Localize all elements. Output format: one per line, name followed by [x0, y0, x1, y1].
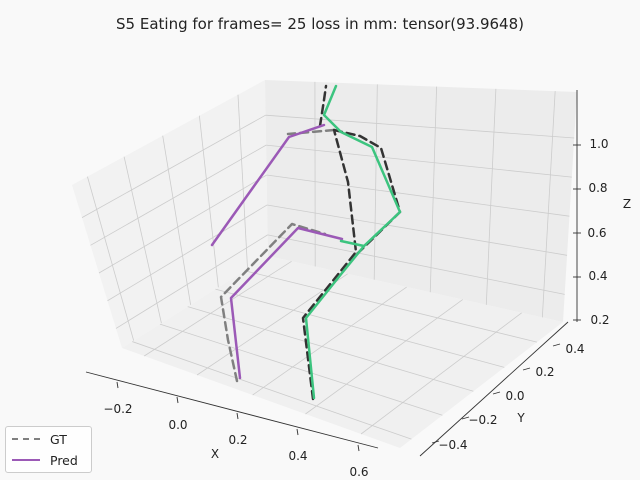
z-tick-label: 0.6	[587, 226, 606, 240]
legend-swatch-pred	[12, 459, 40, 461]
y-tick-label: −0.4	[438, 438, 467, 452]
y-axis-label: Y	[516, 411, 525, 425]
legend-item-gt: GT	[12, 431, 67, 447]
pred-skeleton	[210, 84, 402, 400]
grid-line	[373, 84, 378, 280]
pred-spine-right-arm	[322, 84, 402, 248]
back-pane-left	[72, 80, 268, 348]
y-tick-label: 0.2	[535, 365, 554, 379]
legend: GT Pred	[5, 426, 92, 473]
grid-line	[215, 288, 505, 368]
gt-neck-head	[318, 84, 328, 128]
grid-line	[485, 88, 497, 305]
grid-line	[266, 144, 572, 178]
grid-line	[87, 176, 135, 341]
x-axis-line	[85, 371, 379, 449]
z-tick-label: 0.2	[590, 313, 609, 327]
y-tick-label: −0.2	[468, 413, 497, 427]
grid-line	[265, 114, 575, 139]
grid-line	[123, 156, 162, 324]
pred-left-arm	[210, 123, 326, 247]
grid-line	[541, 91, 556, 318]
grid-line	[360, 312, 522, 435]
grid-line	[81, 114, 266, 218]
grid-line	[162, 135, 192, 305]
grid-line	[107, 204, 268, 302]
x-tick-mark	[357, 444, 360, 452]
grid-lines	[81, 81, 575, 440]
pred-left-leg	[229, 226, 344, 380]
back-pane-right	[265, 80, 577, 322]
y-tick-label: 0.0	[505, 389, 524, 403]
y-tick-mark	[522, 367, 531, 371]
legend-item-pred: Pred	[12, 452, 78, 468]
grid-line	[237, 94, 248, 269]
z-tick-label: 0.8	[588, 181, 607, 195]
grid-line	[305, 299, 463, 415]
x-tick-label: 0.2	[228, 433, 247, 447]
x-tick-label: 0.0	[168, 418, 187, 432]
grid-line	[187, 306, 474, 392]
z-axis-label: Z	[623, 197, 631, 211]
y-tick-mark	[492, 391, 501, 395]
x-tick-mark	[296, 428, 299, 436]
axes	[85, 90, 581, 457]
grid-line	[266, 174, 570, 217]
gt-right-leg-spine	[301, 128, 358, 401]
gt-left-shoulder	[286, 128, 336, 136]
legend-label-gt: GT	[50, 431, 67, 447]
gt-left-leg	[219, 222, 327, 383]
grid-line	[132, 341, 412, 440]
grid-line	[267, 234, 565, 295]
grid-line	[267, 204, 568, 256]
pred-right-leg	[304, 239, 366, 400]
chart-title: S5 Eating for frames= 25 loss in mm: ten…	[116, 15, 524, 33]
grid-line	[244, 270, 538, 343]
y-tick-mark	[461, 416, 470, 420]
z-tick-label: 0.4	[588, 269, 607, 283]
z-tick-label: 1.0	[589, 137, 608, 151]
grid-line	[198, 115, 219, 288]
grid-line	[90, 144, 267, 246]
x-tick-label: −0.2	[103, 402, 132, 416]
legend-swatch-gt	[12, 438, 40, 440]
x-tick-mark	[236, 412, 239, 420]
y-axis-line	[419, 321, 569, 457]
grid-line	[144, 260, 292, 357]
y-tick-label: 0.4	[565, 342, 584, 356]
grid-line	[115, 234, 268, 329]
x-tick-mark	[176, 396, 179, 404]
grid-line	[98, 174, 267, 274]
grid-line	[429, 86, 437, 293]
legend-label-pred: Pred	[50, 452, 78, 468]
x-axis-label: X	[211, 447, 219, 461]
grid-line	[196, 273, 348, 376]
grid-line	[159, 323, 443, 416]
grid-line	[252, 286, 407, 396]
x-tick-mark	[116, 381, 119, 389]
y-tick-mark	[552, 343, 561, 347]
x-tick-label: 0.4	[288, 449, 307, 463]
x-tick-label: 0.6	[349, 465, 368, 479]
y-tick-mark	[431, 440, 440, 444]
